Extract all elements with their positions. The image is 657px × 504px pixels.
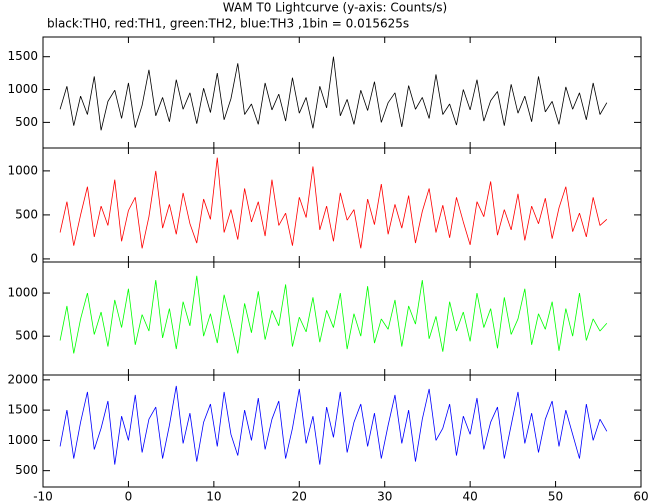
y-tick-label: 1000 (7, 163, 38, 177)
x-tick-label: 10 (206, 490, 221, 504)
y-tick-label: 500 (15, 207, 38, 221)
panel-frame (42, 36, 642, 149)
y-tick-label: 0 (30, 251, 38, 265)
x-tick-label: 40 (463, 490, 478, 504)
x-tick-label: 50 (548, 490, 563, 504)
chart-title: WAM T0 Lightcurve (y-axis: Counts/s) (223, 1, 447, 15)
y-tick-label: 1000 (7, 433, 38, 447)
y-tick-label: 500 (15, 329, 38, 343)
x-tick-label: -10 (33, 490, 53, 504)
y-tick-label: 1000 (7, 82, 38, 96)
y-tick-label: 2000 (7, 372, 38, 386)
y-tick-label: 1500 (7, 49, 38, 63)
chart-subtitle: black:TH0, red:TH1, green:TH2, blue:TH3 … (47, 17, 409, 31)
x-tick-label: 20 (292, 490, 307, 504)
panel-frame (42, 147, 642, 263)
panel-frame (42, 374, 642, 488)
x-tick-label: 0 (125, 490, 133, 504)
x-tick-label: 60 (633, 490, 648, 504)
y-tick-label: 500 (15, 115, 38, 129)
y-tick-label: 500 (15, 463, 38, 477)
x-tick-label: 30 (377, 490, 392, 504)
series-line (59, 157, 608, 249)
series-line (59, 275, 608, 354)
series-line (59, 56, 608, 131)
y-tick-label: 1500 (7, 403, 38, 417)
y-tick-label: 1000 (7, 286, 38, 300)
series-line (59, 385, 608, 465)
panel-frame (42, 261, 642, 376)
